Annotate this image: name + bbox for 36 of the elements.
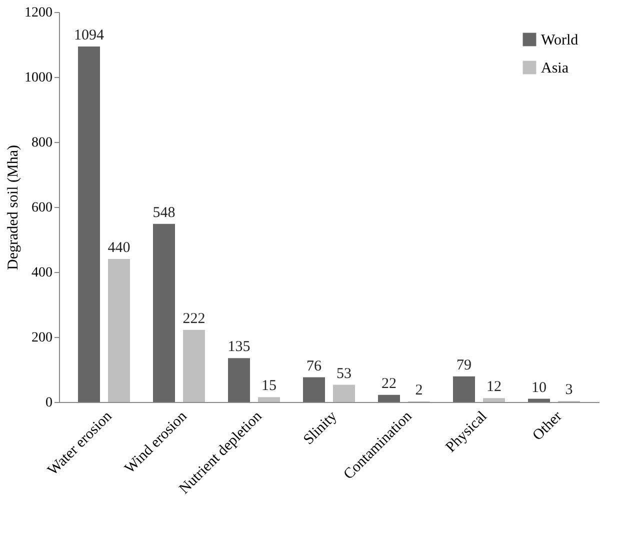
legend-label: Asia bbox=[541, 60, 569, 76]
bar bbox=[108, 259, 130, 402]
data-label: 135 bbox=[228, 339, 250, 356]
bar bbox=[378, 394, 400, 402]
data-label: 440 bbox=[108, 240, 130, 256]
y-tick-label: 400 bbox=[32, 266, 52, 280]
y-tick-label: 1000 bbox=[24, 70, 52, 86]
bar bbox=[183, 330, 205, 402]
bar bbox=[228, 358, 250, 402]
data-label: 222 bbox=[182, 310, 206, 327]
bar bbox=[78, 46, 100, 402]
y-tick-label: 600 bbox=[32, 200, 52, 216]
data-label: 548 bbox=[152, 204, 176, 221]
bar bbox=[333, 384, 355, 402]
data-label: 12 bbox=[486, 379, 502, 396]
data-label: 76 bbox=[306, 358, 322, 374]
y-tick-label: 800 bbox=[32, 136, 52, 150]
data-label: 10 bbox=[532, 380, 546, 396]
data-label: 53 bbox=[336, 366, 352, 382]
data-label: 22 bbox=[382, 376, 396, 392]
y-axis-title: Degraded soil (Mha) bbox=[6, 145, 22, 270]
y-tick-label: 0 bbox=[46, 396, 52, 410]
data-label: 15 bbox=[262, 378, 276, 394]
y-tick-label: 1200 bbox=[24, 6, 52, 20]
data-label: 3 bbox=[565, 382, 573, 398]
data-label: 1094 bbox=[74, 27, 104, 44]
bar bbox=[153, 224, 175, 402]
data-label: 79 bbox=[456, 357, 472, 374]
legend-label: World bbox=[541, 32, 579, 48]
y-tick-label: 200 bbox=[32, 330, 52, 346]
bar bbox=[303, 377, 325, 402]
bar bbox=[453, 376, 475, 402]
bar bbox=[528, 398, 550, 402]
bar bbox=[258, 397, 280, 402]
data-label: 2 bbox=[415, 382, 423, 398]
bar bbox=[483, 398, 505, 402]
